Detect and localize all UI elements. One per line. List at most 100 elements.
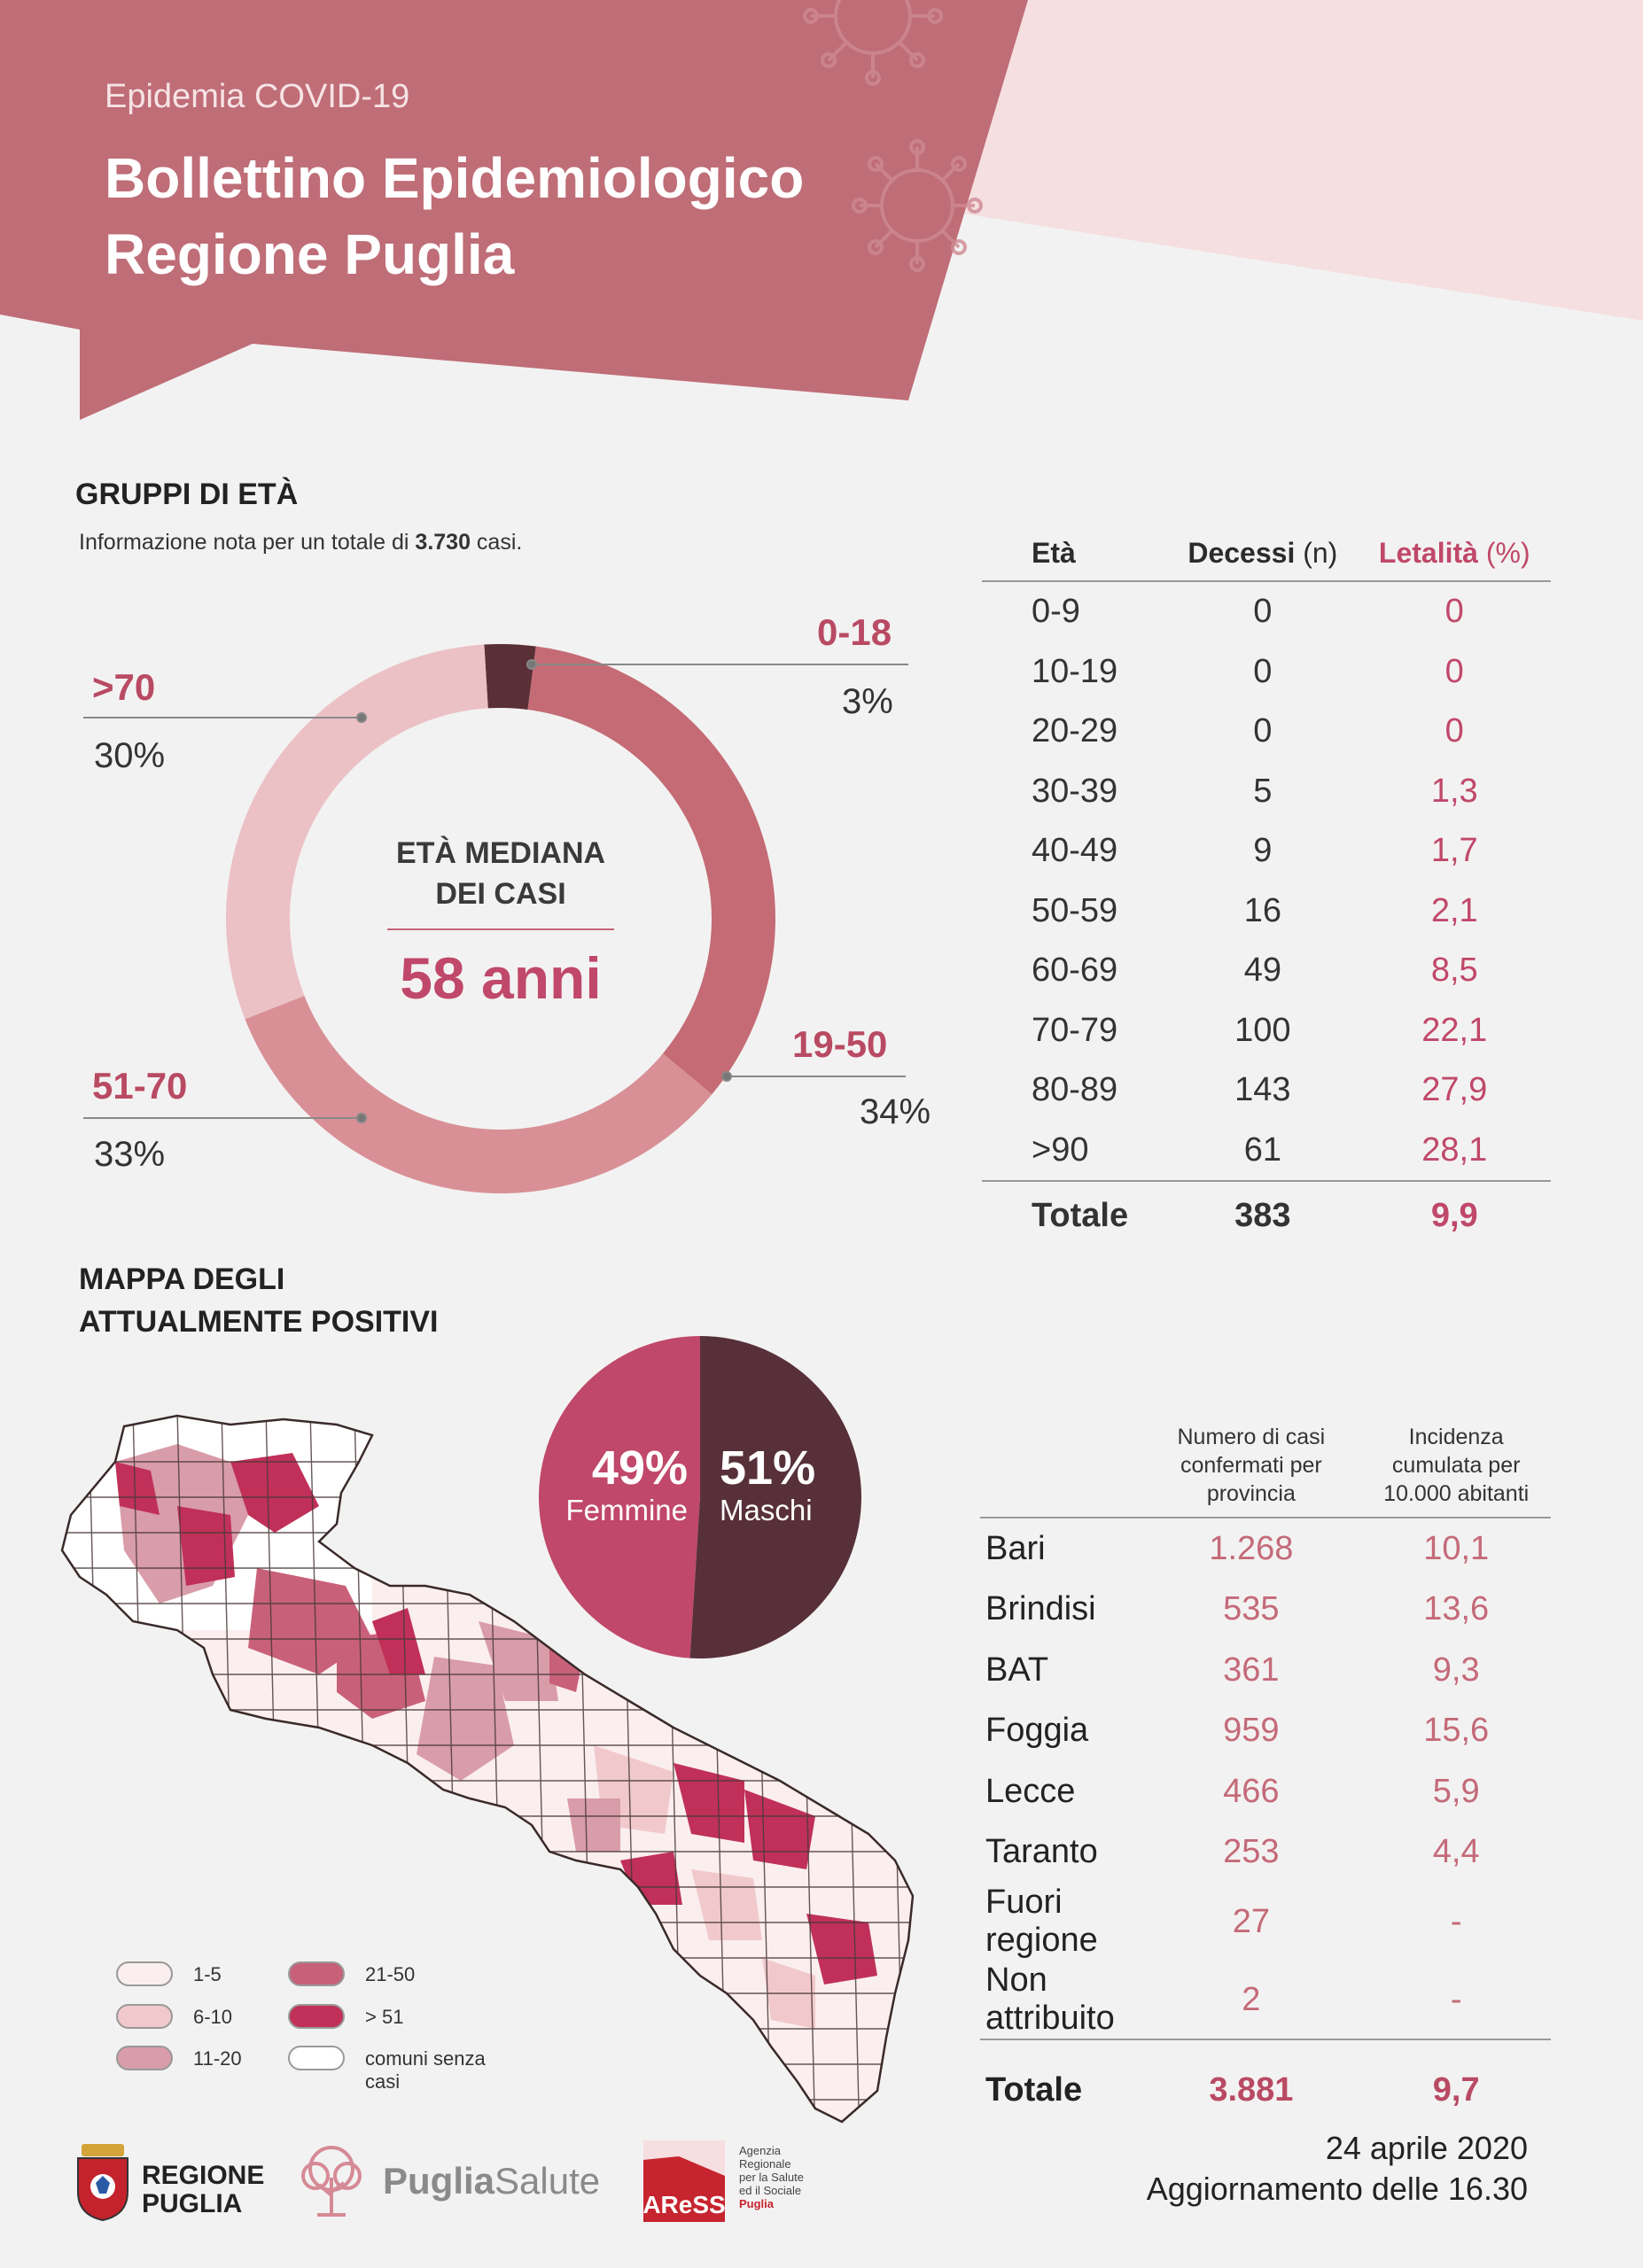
age-table-row: 10-19 0 0 bbox=[982, 642, 1551, 703]
deaths-cell: 49 bbox=[1243, 951, 1281, 990]
age-label-over-70: >70 bbox=[92, 666, 156, 708]
map-title-line-2: ATTUALMENTE POSITIVI bbox=[79, 1305, 439, 1339]
province-name-cell: Brindisi bbox=[985, 1590, 1096, 1628]
age-table-row: 0-9 0 0 bbox=[982, 581, 1551, 642]
puglia-salute-b: Salute bbox=[494, 2160, 601, 2202]
age-table-header: Età Decessi (n) Letalità (%) bbox=[982, 525, 1551, 582]
update-time: Aggiornamento delle 16.30 bbox=[1146, 2171, 1528, 2207]
lethality-cell: 28,1 bbox=[1421, 1130, 1488, 1169]
footer-date-block: 24 aprile 2020 Aggiornamento delle 16.30 bbox=[1147, 2128, 1528, 2210]
legend-swatch-over-51 bbox=[288, 2004, 345, 2029]
title-line-2: Regione Puglia bbox=[105, 222, 515, 286]
age-cell: >90 bbox=[1032, 1130, 1089, 1169]
age-note-total: 3.730 bbox=[415, 530, 471, 555]
age-cell: 20-29 bbox=[1032, 712, 1118, 750]
age-table-row: 80-89 143 27,9 bbox=[982, 1060, 1551, 1121]
donut-slice-0-18 bbox=[484, 644, 536, 710]
age-table-row: 60-69 49 8,5 bbox=[982, 941, 1551, 1001]
header-background bbox=[0, 0, 1643, 420]
province-name-cell: Foggia bbox=[985, 1712, 1089, 1750]
lethality-cell: 8,5 bbox=[1430, 951, 1478, 990]
province-cases-cell: 959 bbox=[1223, 1712, 1280, 1750]
province-name-cell: BAT bbox=[985, 1651, 1049, 1689]
age-pct-51-70: 33% bbox=[94, 1135, 166, 1174]
age-cell: 50-59 bbox=[1032, 891, 1118, 929]
province-name-cell: Taranto bbox=[985, 1833, 1098, 1871]
province-incidence-cell: 10,1 bbox=[1423, 1529, 1490, 1567]
deaths-cell: 0 bbox=[1253, 593, 1273, 631]
province-table-row: BAT 361 9,3 bbox=[980, 1640, 1551, 1701]
deaths-cell: 16 bbox=[1243, 891, 1281, 929]
age-deaths-table: Età Decessi (n) Letalità (%) 0-9 0 0 10-19 0… bbox=[982, 525, 1551, 1249]
province-cases-cell: 535 bbox=[1223, 1590, 1280, 1628]
province-table-row: Non attribuito 2 - bbox=[980, 1961, 1551, 2039]
province-name-cell: Lecce bbox=[985, 1772, 1076, 1810]
province-incidence-cell: 15,6 bbox=[1423, 1712, 1490, 1750]
province-name-cell: Bari bbox=[985, 1529, 1046, 1567]
virus-icon bbox=[803, 0, 943, 86]
donut-leader-lines bbox=[83, 659, 908, 1123]
age-table-total-row: Totale 383 9,9 bbox=[982, 1180, 1551, 1249]
median-age-value: 58 anni bbox=[400, 945, 602, 1011]
bulletin-date: 24 aprile 2020 bbox=[1325, 2130, 1528, 2166]
province-table-row: Brindisi 535 13,6 bbox=[980, 1580, 1551, 1641]
lethality-cell: 1,7 bbox=[1430, 832, 1478, 870]
aress-line-5: Puglia bbox=[739, 2197, 775, 2210]
legend-label-21-50: 21-50 bbox=[365, 1963, 416, 1985]
aress-line-2: Regionale bbox=[739, 2157, 791, 2171]
legend-swatch-no-cases bbox=[288, 2046, 345, 2070]
age-pct-19-50: 34% bbox=[860, 1092, 931, 1131]
aress-badge-text: AReSS bbox=[643, 2191, 725, 2218]
age-table-row: >90 61 28,1 bbox=[982, 1121, 1551, 1182]
regione-puglia-line-2: PUGLIA bbox=[142, 2189, 243, 2218]
deaths-cell: 5 bbox=[1253, 772, 1273, 810]
province-table-row: Foggia 959 15,6 bbox=[980, 1701, 1551, 1762]
province-col-header bbox=[980, 1422, 1141, 1518]
regione-puglia-logo-text: REGIONE PUGLIA bbox=[142, 2162, 264, 2218]
aress-line-4: ed il Sociale bbox=[739, 2184, 802, 2197]
province-cases-cell: 2 bbox=[1242, 1980, 1261, 2018]
male-label-block: 51% Maschi bbox=[720, 1442, 853, 1527]
age-label-0-18: 0-18 bbox=[817, 611, 892, 653]
lethality-cell: 1,3 bbox=[1430, 772, 1478, 810]
median-age-title-line-2: DEI CASI bbox=[435, 877, 566, 911]
deaths-cell: 143 bbox=[1234, 1071, 1291, 1109]
map-title-line-1: MAPPA DEGLI bbox=[79, 1262, 285, 1296]
province-table-row: Bari 1.268 10,1 bbox=[980, 1518, 1551, 1580]
total-deaths: 383 bbox=[1167, 1180, 1359, 1249]
donut-slices bbox=[226, 644, 775, 1194]
legend-swatch-6-10 bbox=[116, 2004, 173, 2029]
legend-swatch-21-50 bbox=[288, 1961, 345, 1986]
age-cell: 30-39 bbox=[1032, 772, 1118, 810]
aress-line-1: Agenzia bbox=[739, 2144, 781, 2157]
age-label-51-70: 51-70 bbox=[92, 1065, 188, 1107]
map-section-title: MAPPA DEGLI ATTUALMENTE POSITIVI bbox=[79, 1258, 438, 1343]
province-cases-cell: 361 bbox=[1223, 1651, 1280, 1689]
age-cell: 80-89 bbox=[1032, 1071, 1118, 1109]
age-note: Informazione nota per un totale di 3.730… bbox=[79, 530, 522, 555]
regione-puglia-line-1: REGIONE bbox=[142, 2161, 265, 2190]
lethality-col-label: Letalità bbox=[1378, 536, 1478, 569]
province-table-row: Fuori regione 27 - bbox=[980, 1883, 1551, 1961]
cases-col-header: Numero di casi confermati per provincia bbox=[1141, 1422, 1362, 1518]
age-label-19-50: 19-50 bbox=[792, 1023, 888, 1065]
lethality-cell: 22,1 bbox=[1421, 1011, 1488, 1049]
age-col-header: Età bbox=[982, 525, 1168, 582]
median-age-divider bbox=[387, 928, 614, 930]
province-incidence-cell: 5,9 bbox=[1432, 1772, 1480, 1810]
lethality-cell: 0 bbox=[1444, 593, 1464, 631]
puglia-salute-tree-icon bbox=[301, 2146, 362, 2217]
lethality-col-header: Letalità (%) bbox=[1358, 525, 1551, 582]
province-incidence-cell: 9,3 bbox=[1432, 1651, 1480, 1689]
province-total-cases: 3.881 bbox=[1141, 2039, 1362, 2133]
incidence-col-header: Incidenza cumulata per 10.000 abitanti bbox=[1361, 1422, 1551, 1518]
aress-line-3: per la Salute bbox=[739, 2171, 804, 2184]
age-cell: 40-49 bbox=[1032, 832, 1118, 870]
age-cell: 0-9 bbox=[1032, 593, 1080, 631]
deaths-col-header: Decessi (n) bbox=[1167, 525, 1359, 582]
male-pct: 51% bbox=[720, 1441, 816, 1495]
female-label: Femmine bbox=[565, 1494, 688, 1526]
age-table-row: 40-49 9 1,7 bbox=[982, 821, 1551, 882]
province-table-header: Numero di casi confermati per provincia … bbox=[980, 1422, 1551, 1518]
